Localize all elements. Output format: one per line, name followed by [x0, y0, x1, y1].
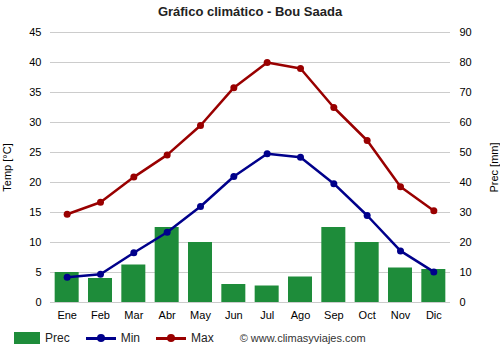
svg-text:Dic: Dic — [426, 309, 442, 321]
svg-text:Abr: Abr — [159, 309, 176, 321]
svg-text:0: 0 — [460, 296, 466, 308]
svg-text:Ago: Ago — [291, 309, 311, 321]
svg-text:Jun: Jun — [225, 309, 243, 321]
svg-text:60: 60 — [460, 116, 472, 128]
svg-text:20: 20 — [460, 236, 472, 248]
svg-text:May: May — [190, 309, 211, 321]
svg-text:30: 30 — [460, 206, 472, 218]
html-text:© www.climasyviajes.com: © www.climasyviajes.com — [239, 332, 366, 344]
svg-text:80: 80 — [460, 56, 472, 68]
svg-text:Jul: Jul — [260, 309, 274, 321]
svg-text:5: 5 — [35, 266, 41, 278]
html-text:Min: Min — [120, 331, 140, 345]
svg-text:Mar: Mar — [124, 309, 143, 321]
svg-text:30: 30 — [29, 116, 41, 128]
html-text:Gráfico climático - Bou Saada: Gráfico climático - Bou Saada — [157, 4, 343, 19]
svg-text:Nov: Nov — [391, 309, 411, 321]
svg-text:40: 40 — [460, 176, 472, 188]
svg-text:90: 90 — [460, 26, 472, 38]
svg-text:10: 10 — [460, 266, 472, 278]
svg-text:20: 20 — [29, 176, 41, 188]
svg-text:Feb: Feb — [91, 309, 110, 321]
svg-text:50: 50 — [460, 146, 472, 158]
svg-text:Ene: Ene — [57, 309, 77, 321]
svg-text:Prec [mm]: Prec [mm] — [488, 142, 500, 192]
html-text:Prec: Prec — [45, 331, 70, 345]
svg-text:Sep: Sep — [324, 309, 344, 321]
svg-text:0: 0 — [35, 296, 41, 308]
svg-text:10: 10 — [29, 236, 41, 248]
svg-text:Temp [°C]: Temp [°C] — [1, 143, 13, 191]
svg-text:25: 25 — [29, 146, 41, 158]
svg-text:Oct: Oct — [359, 309, 376, 321]
svg-text:70: 70 — [460, 86, 472, 98]
svg-text:45: 45 — [29, 26, 41, 38]
svg-text:35: 35 — [29, 86, 41, 98]
svg-text:15: 15 — [29, 206, 41, 218]
svg-text:40: 40 — [29, 56, 41, 68]
html-text:Max: Max — [191, 331, 214, 345]
